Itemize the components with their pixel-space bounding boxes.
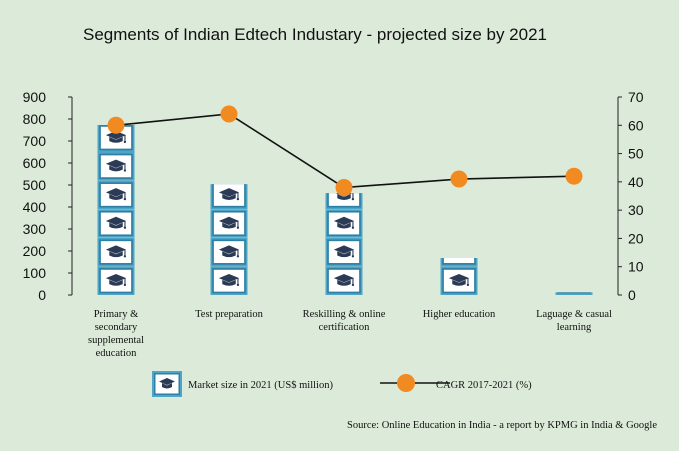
bar-tile-icon [97, 237, 135, 267]
legend-market-size-label: Market size in 2021 (US$ million) [188, 380, 333, 391]
bar-tile-icon [325, 209, 363, 238]
y-right-tick-label: 20 [628, 230, 644, 246]
legend-market-size-icon [152, 371, 182, 397]
y-right-tick-label: 0 [628, 287, 636, 303]
bar [555, 292, 593, 295]
legend-cagr-label: CAGR 2017-2021 (%) [436, 380, 532, 391]
bar-tile-icon [97, 180, 135, 210]
category-label: Reskilling & online certification [303, 309, 386, 333]
bar-tile-icon [210, 266, 248, 295]
category-label-line: secondary [95, 322, 138, 333]
y-left-tick-label: 700 [23, 133, 47, 149]
category-label: Higher education [423, 309, 496, 320]
cagr-point [107, 116, 125, 134]
bar-tile-icon [440, 266, 478, 295]
bar-tile-icon [210, 184, 248, 210]
y-left-tick-label: 900 [23, 89, 47, 105]
bar [440, 258, 478, 295]
y-axis-left: 0 100 200 300 400 500 600 700 800 900 [23, 89, 73, 303]
bar-series [97, 124, 593, 295]
y-axis-right: 0 10 20 30 40 50 60 70 [617, 89, 644, 303]
category-label-line: Laguage & casual [536, 309, 612, 320]
bar-tile-icon [440, 258, 478, 267]
category-label-line: Test preparation [195, 309, 264, 320]
cagr-line [115, 113, 575, 189]
y-left-tick-label: 0 [38, 287, 46, 303]
y-left-tick-label: 800 [23, 111, 47, 127]
category-label-line: certification [319, 322, 370, 333]
cagr-point [220, 105, 238, 123]
category-label: Test preparation [195, 309, 264, 320]
bar-tile-icon [97, 209, 135, 238]
bar-tile-icon [325, 237, 363, 267]
y-right-tick-label: 50 [628, 146, 644, 162]
bar-tile-icon [210, 237, 248, 267]
bar-tile-icon [325, 266, 363, 295]
category-label-line: learning [557, 322, 592, 333]
cagr-point [335, 179, 353, 197]
y-right-tick-label: 10 [628, 259, 644, 275]
cagr-point [450, 170, 468, 188]
y-left-tick-label: 100 [23, 265, 47, 281]
x-axis-categories: Primary & secondary supplemental education T… [88, 309, 612, 359]
category-label-line: Higher education [423, 309, 496, 320]
y-left-tick-label: 300 [23, 221, 47, 237]
category-label: Laguage & casual learning [536, 309, 612, 333]
y-left-tick-label: 200 [23, 243, 47, 259]
bar [97, 124, 135, 295]
source-note: Source: Online Education in India - a re… [347, 420, 657, 431]
bar-tile-icon [97, 152, 135, 181]
y-left-tick-label: 400 [23, 199, 47, 215]
cagr-series [107, 105, 583, 197]
cagr-point [565, 167, 583, 185]
bar-tile-icon [210, 209, 248, 238]
legend-cagr-marker [397, 374, 415, 392]
bar-tile-icon [555, 292, 593, 295]
y-left-tick-label: 500 [23, 177, 47, 193]
bar-tile-icon [97, 266, 135, 295]
bar [210, 184, 248, 295]
category-label-line: Primary & [94, 309, 139, 320]
category-label-line: supplemental [88, 335, 144, 346]
category-label-line: education [96, 348, 138, 359]
y-left-tick-label: 600 [23, 155, 47, 171]
legend: Market size in 2021 (US$ million) CAGR 2… [152, 371, 532, 397]
y-right-tick-label: 60 [628, 117, 644, 133]
y-right-tick-label: 70 [628, 89, 644, 105]
y-right-tick-label: 30 [628, 202, 644, 218]
chart-title: Segments of Indian Edtech Industary - pr… [83, 25, 547, 44]
bar [325, 193, 363, 295]
y-right-tick-label: 40 [628, 174, 644, 190]
category-label: Primary & secondary supplemental education [88, 309, 144, 359]
category-label-line: Reskilling & online [303, 309, 386, 320]
